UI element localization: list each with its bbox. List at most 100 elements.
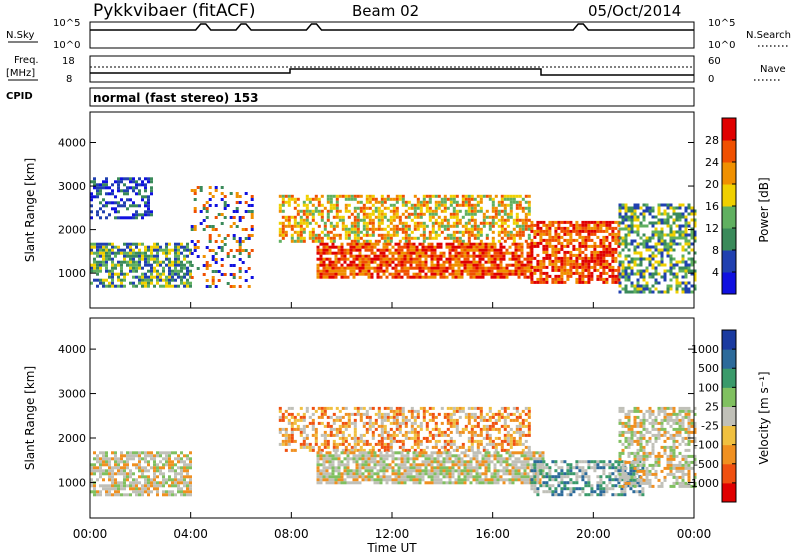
power-cell — [475, 275, 479, 279]
power-cell — [445, 266, 449, 270]
power-cell — [165, 242, 168, 246]
power-cell — [485, 236, 489, 240]
power-cell — [144, 177, 147, 181]
power-cell — [614, 268, 618, 272]
power-cell — [190, 252, 194, 255]
power-cell — [403, 254, 407, 258]
velocity-cell — [367, 457, 371, 461]
power-cell — [502, 245, 506, 249]
power-cell — [572, 238, 576, 242]
power-cell — [630, 266, 634, 270]
velocity-cell — [120, 457, 123, 461]
power-cell — [364, 257, 368, 261]
power-cell — [329, 209, 333, 213]
velocity-cell — [325, 475, 329, 479]
velocity-cell — [290, 436, 294, 440]
power-cell — [542, 220, 546, 224]
power-cell — [123, 177, 126, 181]
velocity-cell — [334, 451, 338, 455]
power-cell — [636, 230, 640, 234]
power-cell — [397, 245, 401, 249]
power-cell — [500, 218, 504, 222]
power-cell — [189, 275, 192, 279]
power-cell — [397, 263, 401, 267]
power-cell — [159, 245, 162, 249]
velocity-cell — [499, 463, 503, 467]
power-cell — [171, 260, 174, 264]
velocity-cell — [445, 466, 449, 470]
power-cell — [316, 275, 320, 279]
power-cell — [675, 290, 679, 294]
velocity-cell — [359, 412, 363, 416]
velocity-cell — [365, 409, 369, 413]
power-cell — [473, 218, 477, 222]
power-cell — [105, 269, 108, 273]
power-cell — [412, 251, 416, 255]
velocity-cell — [153, 457, 156, 461]
power-cell — [370, 251, 374, 255]
power-cell — [117, 177, 120, 181]
power-cell — [418, 242, 422, 246]
velocity-cell — [415, 454, 419, 458]
power-cell — [349, 245, 353, 249]
power-cell — [548, 223, 552, 227]
velocity-cell — [325, 457, 329, 461]
power-cell — [672, 230, 676, 234]
velocity-cell — [449, 415, 453, 419]
velocity-cell — [144, 490, 147, 494]
velocity-cell — [284, 442, 288, 446]
velocity-cell — [117, 490, 120, 494]
power-cell — [189, 281, 192, 285]
power-cell — [678, 269, 682, 273]
power-cell — [500, 236, 504, 240]
power-cell — [214, 270, 218, 273]
power-cell — [126, 251, 129, 255]
power-cell — [347, 236, 351, 240]
power-cell — [162, 284, 165, 288]
power-cell — [431, 230, 435, 234]
power-cell — [451, 272, 455, 276]
velocity-cell — [475, 460, 479, 464]
velocity-cell — [90, 472, 93, 476]
power-cell — [482, 194, 486, 198]
power-cell — [642, 284, 646, 288]
power-cell — [214, 189, 218, 192]
velocity-cell — [105, 487, 108, 491]
power-cell — [466, 251, 470, 255]
power-cell — [316, 248, 320, 252]
power-cell — [611, 274, 615, 278]
power-cell — [448, 242, 452, 246]
velocity-cell — [371, 430, 375, 434]
velocity-cell — [376, 472, 380, 476]
power-cell — [365, 206, 369, 210]
power-cell — [90, 245, 93, 249]
velocity-cell — [382, 457, 386, 461]
velocity-cell — [536, 490, 540, 494]
velocity-cell — [174, 484, 177, 488]
velocity-cell — [457, 475, 461, 479]
power-cell — [491, 224, 495, 228]
velocity-cell — [449, 445, 453, 449]
power-cell — [437, 221, 441, 225]
velocity-cell — [527, 427, 531, 431]
velocity-cell — [532, 472, 536, 476]
power-cell — [455, 209, 459, 213]
power-cell — [278, 233, 282, 237]
power-cell — [141, 213, 144, 217]
power-cell — [343, 257, 347, 261]
velocity-cell — [449, 442, 453, 446]
power-cell — [470, 212, 474, 216]
power-cell — [374, 197, 378, 201]
power-cell — [141, 272, 144, 276]
power-cell — [496, 275, 500, 279]
power-cell — [406, 269, 410, 273]
power-cell — [367, 269, 371, 273]
power-cell — [448, 248, 452, 252]
power-cell — [93, 251, 96, 255]
power-cell — [380, 200, 384, 204]
velocity-cell — [431, 427, 435, 431]
velocity-cell — [487, 466, 491, 470]
velocity-cell — [385, 454, 389, 458]
power-cell — [205, 201, 209, 204]
power-cell — [630, 212, 634, 216]
